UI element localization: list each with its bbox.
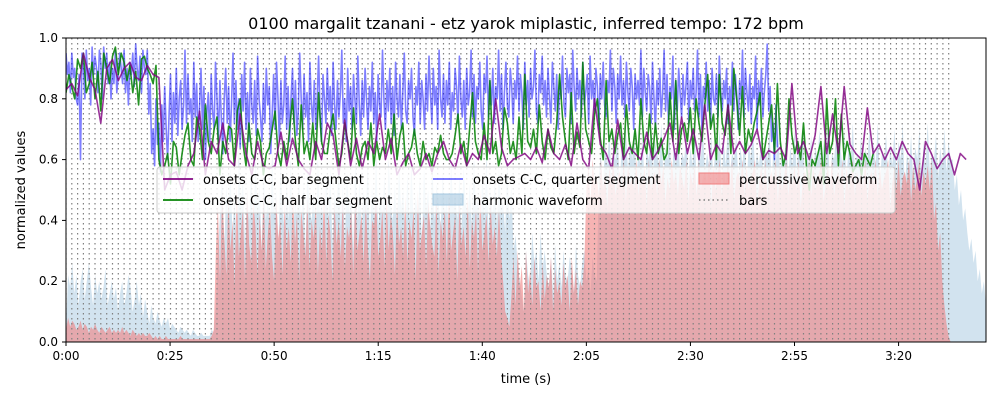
x-tick-label: 3:20 [885,349,912,363]
legend-item: onsets C-C, half bar segment [163,194,392,209]
legend-item: onsets C-C, quarter segment [433,173,660,188]
y-tick-label: 1.0 [39,31,58,45]
quarter-segment-line [66,43,779,173]
chart-title: 0100 margalit tzanani - etz yarok miplas… [248,14,804,33]
y-tick-label: 0.0 [39,335,58,349]
legend-patch-swatch [698,172,730,185]
bar-segment-line [66,52,967,191]
legend-label: onsets C-C, quarter segment [473,173,660,188]
legend-label: onsets C-C, bar segment [203,173,364,188]
x-tick-label: 0:25 [157,349,184,363]
plot-frame [65,37,987,343]
x-tick-label: 0:00 [53,349,80,363]
legend: onsets C-C, bar segment onsets C-C, half … [156,166,896,214]
y-tick-label: 0.8 [39,92,58,106]
x-tick-label: 0:50 [261,349,288,363]
x-axis-label: time (s) [501,372,551,387]
y-tick-label: 0.2 [39,274,58,288]
legend-item: harmonic waveform [432,193,603,209]
legend-item: percussive waveform [698,172,877,188]
axes: 0:00 0:25 0:50 1:15 1:40 2:05 2:30 2:55 3:20 0.0 0… [39,31,987,363]
legend-label: percussive waveform [739,173,877,188]
legend-patch-swatch [432,193,464,206]
x-tick-label: 1:40 [469,349,496,363]
legend-item: bars [699,194,768,209]
y-tick-label: 0.4 [39,213,58,227]
legend-label: harmonic waveform [473,194,603,209]
x-tick-label: 1:15 [365,349,392,363]
x-tick-label: 2:30 [677,349,704,363]
legend-item: onsets C-C, bar segment [163,173,364,188]
legend-label: onsets C-C, half bar segment [203,194,392,209]
x-tick-label: 2:05 [573,349,600,363]
legend-label: bars [739,194,768,209]
y-axis-label: normalized values [14,130,29,249]
half-bar-segment-line [66,46,874,191]
y-tick-label: 0.6 [39,153,58,167]
x-tick-label: 2:55 [781,349,808,363]
